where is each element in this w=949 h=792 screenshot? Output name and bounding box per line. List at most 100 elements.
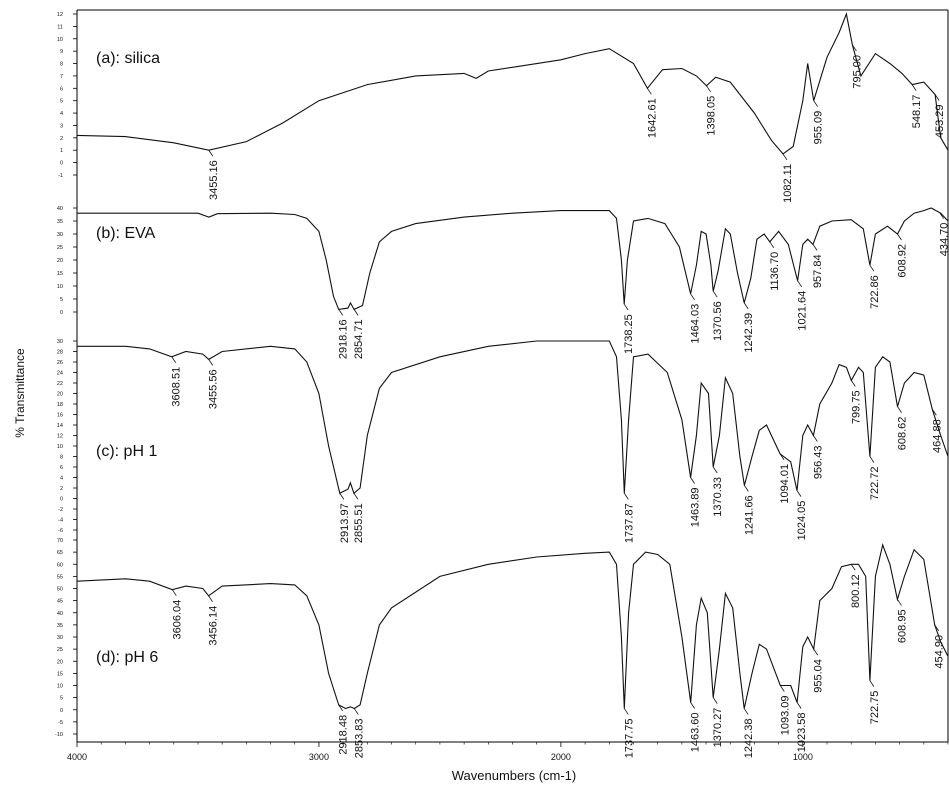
peak-label: 1738.25	[623, 314, 635, 354]
y-tick-label: 5	[60, 297, 63, 303]
y-tick-label: 0	[60, 161, 63, 167]
peak-label: 1241.66	[743, 495, 755, 535]
x-tick-label: 3000	[309, 752, 329, 762]
y-tick-label: 10	[57, 684, 63, 690]
peak-label: 1093.09	[779, 696, 791, 736]
y-tick-label: -10	[55, 732, 63, 738]
peak-leader	[813, 648, 819, 656]
panel-3: (c): pH 1 3608.51 3455.56 2913.97 2855.51 173…	[77, 340, 949, 543]
y-tick-label: 50	[57, 587, 63, 593]
y-tick-label: 15	[57, 271, 63, 277]
y-tick-label: 26	[57, 360, 63, 366]
peak-label: 464.88	[931, 419, 943, 453]
y-tick-label: 70	[57, 538, 63, 544]
peak-leader	[623, 303, 629, 311]
peak-label: 2918.48	[338, 715, 350, 755]
peak-leader	[353, 493, 359, 500]
peak-leader	[852, 44, 857, 52]
peak-leader	[934, 624, 940, 632]
y-tick-label: 0	[60, 708, 63, 714]
peak-leader	[744, 485, 749, 492]
peak-leader	[931, 409, 937, 416]
y-tick-label: 16	[57, 413, 63, 419]
peak-label: 2854.71	[353, 319, 365, 359]
spectra-layer: (a): silica 3455.16 1642.61 1398.05 1082.11 9…	[76, 12, 949, 759]
peak-label: 2918.16	[338, 319, 350, 359]
peak-leader	[743, 708, 749, 715]
y-tick-label: -4	[58, 518, 63, 524]
peak-leader	[712, 466, 718, 474]
peak-leader	[647, 88, 652, 95]
y-tick-label: 30	[57, 635, 63, 641]
peak-label: 1024.05	[796, 501, 808, 541]
y-tick-label: 65	[57, 550, 63, 556]
y-tick-label: 28	[57, 350, 63, 356]
spectrum-line	[77, 340, 949, 495]
y-tick-label: 20	[57, 258, 63, 264]
y-tick-label: 10	[57, 284, 63, 290]
y-tick-label: 5	[60, 99, 63, 105]
y-tick-label: 11	[57, 24, 63, 30]
peak-label: 722.72	[869, 467, 881, 501]
peak-leader	[769, 241, 775, 249]
y-tick-label: 45	[57, 599, 63, 605]
peak-leader	[338, 309, 344, 316]
y-tick-label: -6	[58, 528, 63, 534]
y-axis-label: % Transmittance	[13, 348, 27, 438]
peak-leader	[939, 212, 944, 219]
peak-leader	[339, 493, 345, 500]
axes-layer: 4000 3000 2000 1000-10123456789101112051015…	[55, 9, 949, 762]
peak-leader	[897, 406, 902, 413]
y-tick-label: 30	[57, 339, 63, 345]
y-tick-label: 22	[57, 381, 63, 387]
panel-1: (a): silica 3455.16 1642.61 1398.05 1082.11 9…	[76, 12, 949, 203]
peak-label: 1021.64	[797, 291, 809, 331]
y-tick-label: 8	[60, 455, 63, 461]
peak-label: 795.00	[851, 55, 863, 89]
peak-leader	[712, 697, 718, 704]
peak-label: 722.86	[869, 275, 881, 309]
y-tick-label: 55	[57, 574, 63, 580]
peak-label: 2853.83	[353, 719, 365, 759]
spectrum-line	[76, 12, 949, 155]
peak-label: 608.92	[897, 244, 909, 278]
peak-label: 955.04	[813, 659, 825, 693]
y-tick-label: 2	[60, 486, 63, 492]
y-tick-label: 3	[60, 123, 63, 129]
peak-label: 1094.01	[779, 464, 791, 504]
spectrum-line	[77, 207, 949, 311]
peak-label: 2855.51	[353, 503, 365, 543]
peak-label: 2913.97	[339, 503, 351, 543]
peak-leader	[813, 435, 818, 442]
y-tick-label: 35	[57, 219, 63, 225]
peak-label: 608.95	[896, 609, 908, 643]
peak-leader	[869, 456, 875, 463]
x-tick-label: 4000	[67, 752, 87, 762]
peak-label: 1463.89	[690, 488, 702, 528]
peak-label: 955.09	[813, 111, 825, 145]
y-tick-label: 4	[60, 476, 63, 482]
panel-label: (d): pH 6	[96, 649, 158, 666]
peak-leader	[850, 380, 856, 387]
peak-label: 1242.39	[743, 313, 755, 353]
x-tick-label: 2000	[551, 752, 571, 762]
peak-leader	[934, 94, 940, 101]
panel-2: (b): EVA 2918.16 2854.71 1738.25 1464.03 1370…	[77, 207, 949, 359]
peak-leader	[338, 704, 344, 712]
y-tick-label: 9	[60, 49, 63, 55]
peak-leader	[353, 708, 359, 715]
peak-leader	[779, 453, 785, 461]
peak-label: 3456.14	[208, 606, 220, 646]
y-tick-label: 6	[60, 465, 63, 471]
peak-leader	[911, 84, 917, 91]
peak-label: 1370.33	[712, 477, 724, 517]
peak-leader	[171, 589, 177, 596]
peak-leader	[797, 280, 802, 288]
y-tick-label: 14	[57, 423, 63, 429]
peak-label: 1023.58	[796, 713, 808, 753]
peak-label: 454.90	[934, 635, 946, 669]
peak-leader	[353, 309, 359, 316]
peak-leader	[690, 293, 695, 301]
